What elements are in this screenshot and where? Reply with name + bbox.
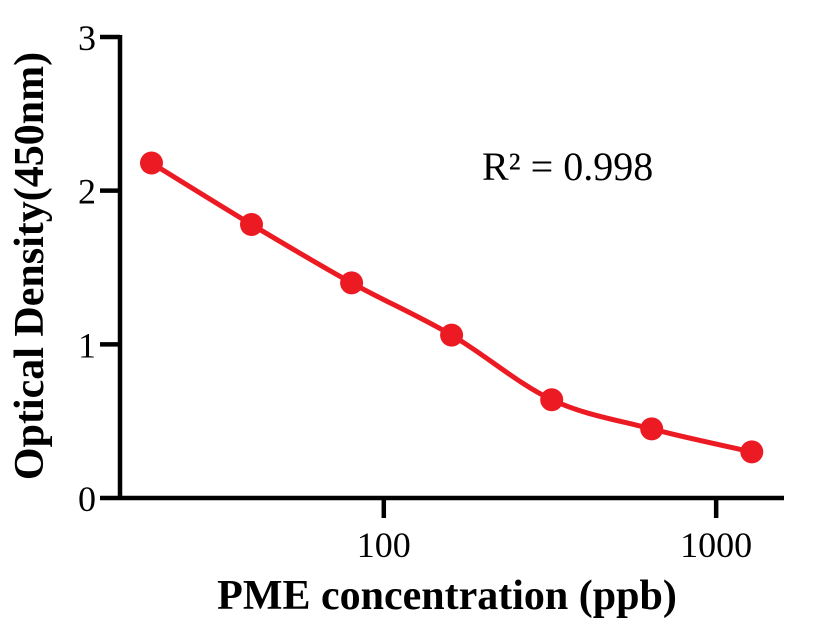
data-point [240,213,263,236]
r-squared-annotation: R² = 0.998 [482,144,654,189]
data-point [640,417,664,441]
x-tick-label: 100 [357,525,411,565]
y-tick-label: 0 [78,479,96,519]
data-point [740,440,764,464]
data-point [140,151,163,175]
x-axis-title: PME concentration (ppb) [217,573,677,619]
y-tick-label: 1 [78,325,96,365]
y-tick-label: 2 [78,172,96,212]
y-axis-title: Optical Density(450nm) [7,51,53,481]
data-point [540,388,564,412]
data-point [440,323,464,347]
x-tick-label: 1000 [680,525,752,565]
data-point [340,271,364,295]
y-tick-label: 3 [78,18,96,58]
fit-curve [149,160,755,455]
